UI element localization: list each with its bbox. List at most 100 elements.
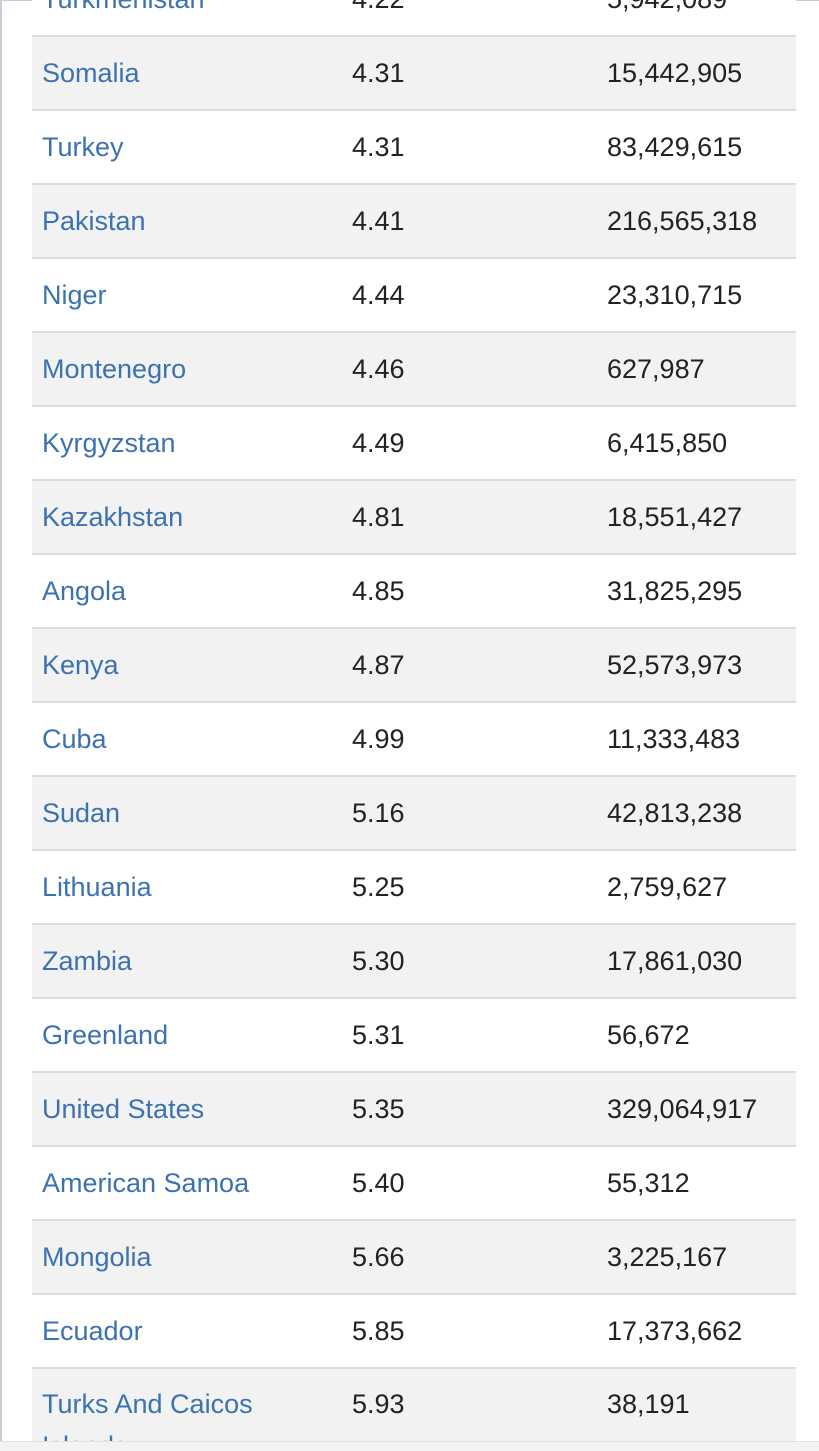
rate-cell: 5.40 (342, 1146, 597, 1221)
rate-cell: 4.81 (342, 480, 597, 555)
country-link[interactable]: Greenland (42, 1019, 169, 1050)
country-link[interactable]: Kazakhstan (42, 501, 184, 532)
country-link[interactable]: Turkmenistan (42, 0, 205, 14)
population-cell: 56,672 (597, 998, 796, 1073)
left-border (0, 0, 2, 1451)
country-cell: Kazakhstan (32, 480, 342, 555)
table-row: Lithuania 5.25 2,759,627 (32, 850, 796, 925)
rate-cell: 4.44 (342, 258, 597, 333)
country-cell: Pakistan (32, 184, 342, 259)
country-cell: Turkey (32, 110, 342, 185)
table-row: Zambia 5.30 17,861,030 (32, 924, 796, 999)
rate-cell: 4.87 (342, 628, 597, 703)
country-cell: Angola (32, 554, 342, 629)
country-cell: Ecuador (32, 1294, 342, 1369)
table-row: Angola 4.85 31,825,295 (32, 554, 796, 629)
population-cell: 329,064,917 (597, 1072, 796, 1147)
country-cell: American Samoa (32, 1146, 342, 1221)
table-row: Sudan 5.16 42,813,238 (32, 776, 796, 851)
rate-cell: 4.41 (342, 184, 597, 259)
country-link[interactable]: American Samoa (42, 1167, 250, 1198)
table-row: Pakistan 4.41 216,565,318 (32, 184, 796, 259)
country-link[interactable]: Turkey (42, 131, 124, 162)
table-body: Turkmenistan 4.225,942,089 Somalia 4.3115,4… (32, 0, 796, 1441)
country-cell: Cuba (32, 702, 342, 777)
population-cell: 52,573,973 (597, 628, 796, 703)
country-link[interactable]: Somalia (42, 57, 140, 88)
population-cell: 23,310,715 (597, 258, 796, 333)
rate-cell: 5.85 (342, 1294, 597, 1369)
table-row: Kyrgyzstan 4.49 6,415,850 (32, 406, 796, 481)
table-container[interactable]: Turkmenistan 4.225,942,089 Somalia 4.3115,4… (32, 0, 796, 1441)
population-cell: 6,415,850 (597, 406, 796, 481)
country-link[interactable]: Pakistan (42, 205, 146, 236)
country-link[interactable]: Zambia (42, 945, 133, 976)
table-row: Greenland 5.31 56,672 (32, 998, 796, 1073)
country-link[interactable]: Niger (42, 279, 107, 310)
country-cell: Lithuania (32, 850, 342, 925)
country-link[interactable]: United States (42, 1093, 205, 1124)
country-link[interactable]: Mongolia (42, 1241, 152, 1272)
population-cell: 31,825,295 (597, 554, 796, 629)
rate-cell: 4.49 (342, 406, 597, 481)
country-cell: Turks And Caicos Islands (32, 1368, 342, 1441)
country-data-table: Turkmenistan 4.225,942,089 Somalia 4.3115,4… (32, 0, 796, 1441)
table-row: Cuba 4.99 11,333,483 (32, 702, 796, 777)
country-cell: Montenegro (32, 332, 342, 407)
rate-cell: 4.99 (342, 702, 597, 777)
rate-cell: 5.66 (342, 1220, 597, 1295)
table-row: United States 5.35 329,064,917 (32, 1072, 796, 1147)
population-cell: 11,333,483 (597, 702, 796, 777)
country-cell: Mongolia (32, 1220, 342, 1295)
country-cell: Kyrgyzstan (32, 406, 342, 481)
country-cell: Kenya (32, 628, 342, 703)
country-link[interactable]: Angola (42, 575, 127, 606)
country-cell: Turkmenistan (32, 0, 342, 37)
bottom-toolbar-edge (0, 1441, 819, 1451)
country-cell: Niger (32, 258, 342, 333)
country-cell: United States (32, 1072, 342, 1147)
country-link[interactable]: Cuba (42, 723, 107, 754)
rate-cell: 4.31 (342, 36, 597, 111)
population-cell: 17,373,662 (597, 1294, 796, 1369)
rate-cell: 5.25 (342, 850, 597, 925)
population-cell: 627,987 (597, 332, 796, 407)
country-link[interactable]: Kenya (42, 649, 119, 680)
table-row: Somalia 4.31 15,442,905 (32, 36, 796, 111)
rate-cell: 4.46 (342, 332, 597, 407)
country-link[interactable]: Ecuador (42, 1315, 143, 1346)
country-cell: Greenland (32, 998, 342, 1073)
table-row: Mongolia 5.66 3,225,167 (32, 1220, 796, 1295)
country-cell: Somalia (32, 36, 342, 111)
table-row: Turkey 4.31 83,429,615 (32, 110, 796, 185)
rate-cell: 5.35 (342, 1072, 597, 1147)
country-cell: Sudan (32, 776, 342, 851)
table-row: Ecuador 5.85 17,373,662 (32, 1294, 796, 1369)
population-cell: 17,861,030 (597, 924, 796, 999)
table-row: Kazakhstan 4.81 18,551,427 (32, 480, 796, 555)
population-cell: 38,191 (597, 1368, 796, 1441)
population-cell: 55,312 (597, 1146, 796, 1221)
country-link[interactable]: Montenegro (42, 353, 187, 384)
rate-cell: 4.31 (342, 110, 597, 185)
table-row: Niger 4.44 23,310,715 (32, 258, 796, 333)
country-cell: Zambia (32, 924, 342, 999)
population-cell: 216,565,318 (597, 184, 796, 259)
population-cell: 18,551,427 (597, 480, 796, 555)
country-link[interactable]: Turks And Caicos Islands (42, 1389, 253, 1441)
rate-cell: 5.31 (342, 998, 597, 1073)
country-link[interactable]: Sudan (42, 797, 121, 828)
population-cell: 15,442,905 (597, 36, 796, 111)
population-cell: 83,429,615 (597, 110, 796, 185)
table-row: Kenya 4.87 52,573,973 (32, 628, 796, 703)
rate-cell: 4.85 (342, 554, 597, 629)
country-link[interactable]: Lithuania (42, 871, 152, 902)
rate-cell: 5.93 (342, 1368, 597, 1441)
country-link[interactable]: Kyrgyzstan (42, 427, 176, 458)
population-cell: 42,813,238 (597, 776, 796, 851)
rate-cell: 5.16 (342, 776, 597, 851)
population-cell: 5,942,089 (597, 0, 796, 37)
rate-cell: 5.30 (342, 924, 597, 999)
